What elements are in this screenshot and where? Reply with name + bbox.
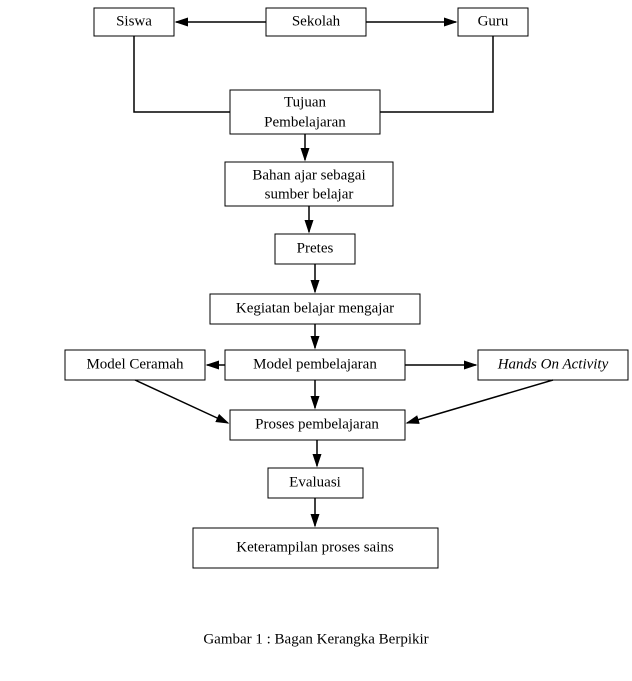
label-sekolah: Sekolah — [292, 13, 341, 29]
label-keterampilan: Keterampilan proses sains — [236, 539, 394, 555]
edge-guru-tujuan — [380, 36, 493, 112]
label-proses: Proses pembelajaran — [255, 416, 379, 432]
edge-siswa-tujuan — [134, 36, 230, 112]
label-pretes: Pretes — [297, 240, 334, 256]
label-guru: Guru — [478, 13, 509, 29]
edge-hands-proses — [407, 380, 553, 423]
label-model: Model pembelajaran — [253, 356, 377, 372]
label-siswa: Siswa — [116, 13, 152, 29]
label-tujuan-1: Tujuan — [284, 94, 326, 110]
edge-ceramah-proses — [135, 380, 228, 423]
label-bahan-2: sumber belajar — [265, 186, 354, 202]
label-bahan-1: Bahan ajar sebagai — [252, 167, 365, 183]
caption: Gambar 1 : Bagan Kerangka Berpikir — [203, 631, 428, 647]
label-ceramah: Model Ceramah — [86, 356, 184, 372]
label-tujuan-2: Pembelajaran — [264, 114, 346, 130]
label-hands: Hands On Activity — [497, 356, 609, 372]
label-kegiatan: Kegiatan belajar mengajar — [236, 300, 394, 316]
label-evaluasi: Evaluasi — [289, 474, 341, 490]
flowchart: Siswa Sekolah Guru Tujuan Pembelajaran B… — [0, 0, 632, 681]
